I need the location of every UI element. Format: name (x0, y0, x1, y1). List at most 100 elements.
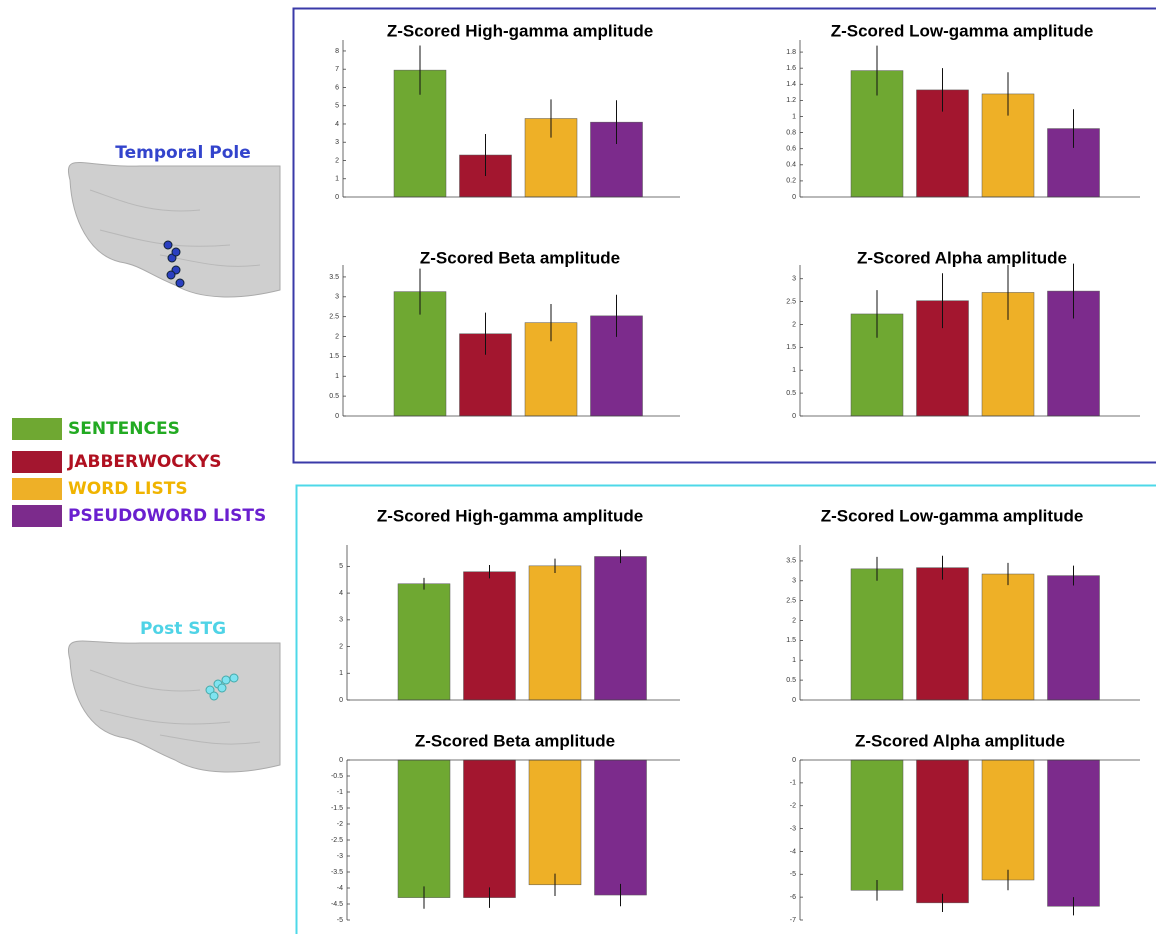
y-tick-label: 2 (335, 157, 339, 164)
y-tick-label: 1.5 (786, 637, 796, 644)
chart-title: Z-Scored High-gamma amplitude (377, 506, 643, 525)
y-tick-label: 0 (792, 757, 796, 764)
y-tick-label: 2.5 (786, 597, 796, 604)
y-tick-label: 2 (339, 643, 343, 650)
bar (850, 568, 904, 701)
chart-title: Z-Scored Alpha amplitude (855, 731, 1065, 750)
y-tick-label: 3.5 (329, 274, 339, 281)
y-tick-label: 0 (335, 194, 339, 201)
y-tick-label: 0.6 (786, 146, 796, 153)
y-tick-label: -2 (337, 821, 343, 828)
y-tick-label: 2.5 (786, 298, 796, 305)
y-tick-label: 1.8 (786, 49, 796, 56)
legend-label: SENTENCES (68, 419, 180, 439)
bar (594, 556, 647, 701)
y-tick-label: -1 (790, 780, 796, 787)
y-tick-label: -5 (790, 871, 796, 878)
bar (463, 571, 516, 701)
bar (916, 759, 969, 904)
electrode (209, 691, 219, 701)
y-tick-label: 0 (339, 697, 343, 704)
bar (981, 759, 1035, 881)
chart-title: Z-Scored Low-gamma amplitude (821, 506, 1084, 525)
y-tick-label: 1.4 (786, 81, 796, 88)
brain-post-stg (68, 640, 281, 773)
y-tick-label: 5 (339, 563, 343, 570)
brain-temporal-pole (68, 161, 281, 298)
y-tick-label: 2 (792, 321, 796, 328)
legend-swatch (12, 418, 62, 440)
electrode (163, 240, 173, 250)
bar (397, 759, 451, 898)
y-tick-label: 3 (335, 139, 339, 146)
y-tick-label: -2 (790, 803, 796, 810)
y-tick-label: 4 (335, 121, 339, 128)
bar (850, 759, 904, 891)
y-tick-label: 3 (792, 578, 796, 585)
y-tick-label: 7 (335, 66, 339, 73)
y-tick-label: -2.5 (331, 837, 343, 844)
electrode (217, 683, 227, 693)
y-tick-label: 1 (335, 176, 339, 183)
y-tick-label: 2 (335, 333, 339, 340)
y-tick-label: 1 (335, 373, 339, 380)
y-tick-label: -1 (337, 789, 343, 796)
y-tick-label: 0 (335, 413, 339, 420)
y-tick-label: 3 (335, 294, 339, 301)
y-tick-label: 0.2 (786, 178, 796, 185)
bar (528, 565, 582, 701)
y-tick-label: 0 (792, 413, 796, 420)
electrode (171, 247, 181, 257)
y-tick-label: 1 (792, 113, 796, 120)
bar (1047, 759, 1100, 907)
bar (397, 583, 451, 701)
y-tick-label: 3.5 (786, 558, 796, 565)
y-tick-label: -7 (790, 917, 796, 924)
y-tick-label: 6 (335, 84, 339, 91)
y-tick-label: 1 (792, 367, 796, 374)
y-tick-label: 2 (792, 617, 796, 624)
y-tick-label: -6 (790, 894, 796, 901)
chart-title: Z-Scored Low-gamma amplitude (831, 21, 1094, 40)
electrode (229, 673, 239, 683)
temporal-pole-frame (292, 7, 1156, 464)
y-tick-label: 0 (792, 194, 796, 201)
y-tick-label: 3 (792, 276, 796, 283)
y-tick-label: 2.5 (329, 314, 339, 321)
bar (463, 759, 516, 898)
region-label: Post STG (140, 619, 226, 639)
chart-title: Z-Scored Alpha amplitude (857, 248, 1067, 267)
chart-title: Z-Scored Beta amplitude (420, 248, 620, 267)
y-tick-label: 1 (792, 657, 796, 664)
y-tick-label: 0 (339, 757, 343, 764)
y-tick-label: 1.6 (786, 65, 796, 72)
y-tick-label: 0.4 (786, 162, 796, 169)
y-tick-label: 0 (792, 697, 796, 704)
y-tick-label: 0.5 (329, 393, 339, 400)
y-tick-label: -4 (790, 848, 796, 855)
y-tick-label: -3 (337, 853, 343, 860)
y-tick-label: -0.5 (331, 773, 343, 780)
y-tick-label: 0.5 (786, 390, 796, 397)
electrode (221, 675, 231, 685)
legend-label: WORD LISTS (68, 479, 188, 499)
legend-swatch (12, 478, 62, 500)
bar (594, 759, 647, 896)
y-tick-label: 0.5 (786, 677, 796, 684)
legend-label: PSEUDOWORD LISTS (68, 506, 266, 526)
y-tick-label: -4 (337, 885, 343, 892)
electrode (166, 270, 176, 280)
bar (528, 759, 582, 886)
y-tick-label: 4 (339, 590, 343, 597)
y-tick-label: 5 (335, 103, 339, 110)
y-tick-label: 1 (339, 670, 343, 677)
y-tick-label: 1.2 (786, 97, 796, 104)
legend-swatch (12, 505, 62, 527)
y-tick-label: -5 (337, 917, 343, 924)
electrode (175, 278, 185, 288)
post-stg-frame (295, 484, 1156, 934)
chart-title: Z-Scored High-gamma amplitude (387, 21, 653, 40)
chart-title: Z-Scored Beta amplitude (415, 731, 615, 750)
